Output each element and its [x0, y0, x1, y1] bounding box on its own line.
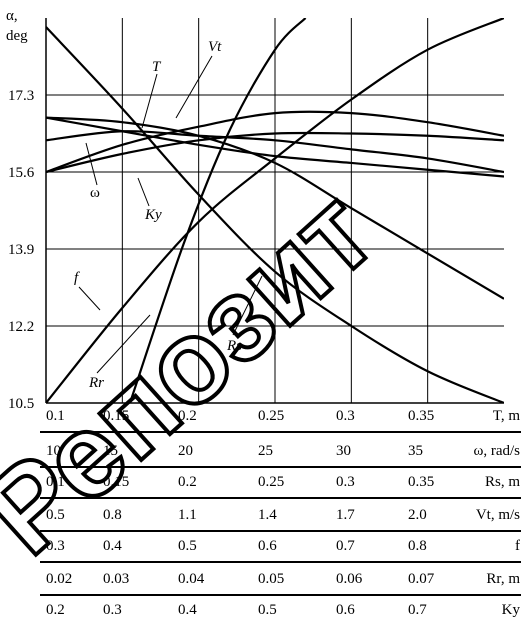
scale-w-tick: 30 [336, 443, 351, 459]
y-tick-labels: 17.3 15.6 13.9 12.2 10.5 [8, 88, 35, 412]
scale-Rr-tick: 0.05 [258, 571, 284, 587]
scale-Rr-tick: 0.02 [46, 571, 72, 587]
curve-label-Rs: Rs [226, 338, 242, 354]
leader-line [96, 314, 151, 374]
scale-Rs-tick: 0.2 [178, 474, 197, 490]
scale-f-tick: 0.8 [408, 538, 427, 554]
leader-line [78, 286, 101, 311]
scale-Rs-tick: 0.15 [103, 474, 129, 490]
scale-Rr-tick: 0.06 [336, 571, 363, 587]
series-line-unlabeled [46, 116, 504, 300]
scale-Vt-tick: 0.8 [103, 507, 122, 523]
curve-label-omega: ω [90, 185, 100, 201]
scale-T-label: T, m [493, 408, 521, 424]
curve-label-Rr: Rr [88, 375, 104, 391]
curves [46, 18, 504, 403]
scale-w-tick: 10 [46, 443, 61, 459]
scale-Ky-tick: 0.4 [178, 602, 197, 618]
scale-Rs-label: Rs, m [485, 474, 520, 490]
series-line-ω [46, 131, 504, 174]
x-scale-table: 0.1 0.15 0.2 0.25 0.3 0.35 T, m 10 15 20 25 30 35 ω, … [40, 408, 521, 618]
leader-line [175, 55, 213, 119]
scale-Rr-tick: 0.04 [178, 571, 205, 587]
scale-Rs-tick: 0.1 [46, 474, 65, 490]
leader-line [137, 177, 150, 207]
scale-Rs-tick: 0.35 [408, 474, 434, 490]
scale-T-tick: 0.35 [408, 408, 434, 424]
scale-Vt-tick: 2.0 [408, 507, 427, 523]
scale-f-tick: 0.3 [46, 538, 65, 554]
scale-f-label: f [515, 538, 520, 554]
scale-Ky-tick: 0.7 [408, 602, 427, 618]
scale-w-tick: 25 [258, 443, 273, 459]
series-line-Rs [46, 26, 504, 403]
y-axis-label-line2: deg [6, 28, 28, 44]
scale-Vt-tick: 1.4 [258, 507, 277, 523]
scale-w-label: ω, rad/s [473, 443, 520, 459]
scale-Vt-label: Vt, m/s [476, 507, 520, 523]
leader-line [141, 73, 158, 129]
scale-Ky-tick: 0.2 [46, 602, 65, 618]
leader-line [85, 142, 98, 186]
scale-T-tick: 0.25 [258, 408, 284, 424]
scale-T-tick: 0.1 [46, 408, 65, 424]
scale-f-tick: 0.6 [258, 538, 277, 554]
scale-w-tick: 35 [408, 443, 423, 459]
scale-T-tick: 0.2 [178, 408, 197, 424]
scale-Ky-tick: 0.5 [258, 602, 277, 618]
scale-f-tick: 0.5 [178, 538, 197, 554]
scale-Rs-tick: 0.25 [258, 474, 284, 490]
y-tick-label: 10.5 [8, 396, 34, 412]
scale-Ky-label: Ky [502, 602, 521, 618]
scale-Vt-tick: 1.7 [336, 507, 355, 523]
scale-T-tick: 0.3 [336, 408, 355, 424]
scale-Vt-tick: 1.1 [178, 507, 197, 523]
series-line-Rr [128, 18, 307, 403]
y-tick-label: 15.6 [8, 165, 35, 181]
curve-label-Ky: Ky [144, 207, 162, 223]
series-line-Ky [46, 130, 504, 174]
y-tick-label: 13.9 [8, 242, 34, 258]
plot-frame [45, 18, 504, 404]
scale-w-tick: 15 [103, 443, 118, 459]
leader-line [232, 275, 263, 336]
curve-label-T: T [152, 59, 162, 75]
scale-w-tick: 20 [178, 443, 193, 459]
scale-T-tick: 0.15 [103, 408, 129, 424]
y-axis-label-line1: α, [6, 8, 18, 24]
scale-Vt-tick: 0.5 [46, 507, 65, 523]
scale-f-tick: 0.4 [103, 538, 122, 554]
scale-Rr-tick: 0.07 [408, 571, 435, 587]
scale-Rr-tick: 0.03 [103, 571, 129, 587]
curve-label-Vt: Vt [208, 39, 222, 55]
series-line-Vt [46, 110, 504, 174]
label-leaders [78, 55, 263, 374]
y-tick-label: 17.3 [8, 88, 34, 104]
scale-Rr-label: Rr, m [486, 571, 520, 587]
scale-f-tick: 0.7 [336, 538, 355, 554]
scale-Rs-tick: 0.3 [336, 474, 355, 490]
scale-Ky-tick: 0.3 [103, 602, 122, 618]
curve-label-f: f [74, 270, 80, 286]
scale-Ky-tick: 0.6 [336, 602, 355, 618]
y-tick-label: 12.2 [8, 319, 34, 335]
